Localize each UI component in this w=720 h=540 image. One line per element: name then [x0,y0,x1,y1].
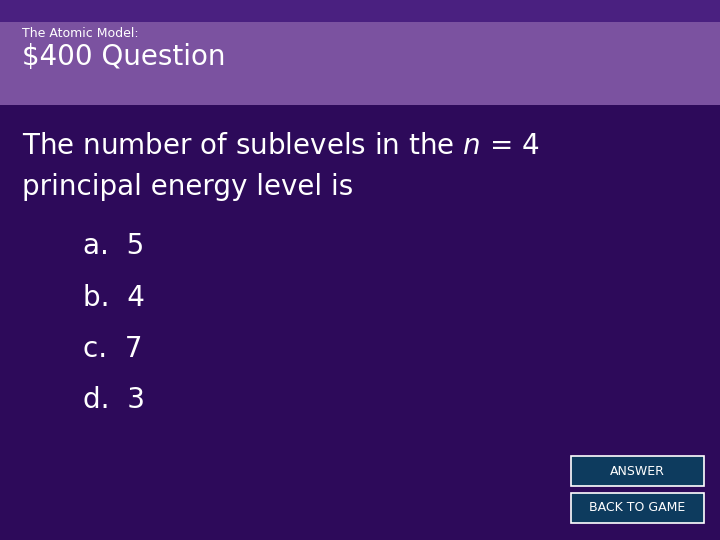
Text: c.  7: c. 7 [83,335,143,363]
FancyBboxPatch shape [571,456,704,486]
Text: ANSWER: ANSWER [610,464,665,478]
Text: The number of sublevels in the $\it{n}$ = 4: The number of sublevels in the $\it{n}$ … [22,132,539,160]
Text: BACK TO GAME: BACK TO GAME [590,501,685,515]
FancyBboxPatch shape [0,22,720,105]
Text: b.  4: b. 4 [83,284,145,312]
FancyBboxPatch shape [0,0,720,22]
Text: a.  5: a. 5 [83,232,144,260]
Text: $400 Question: $400 Question [22,43,225,71]
Text: d.  3: d. 3 [83,386,145,414]
FancyBboxPatch shape [571,493,704,523]
Text: The Atomic Model:: The Atomic Model: [22,27,138,40]
Text: principal energy level is: principal energy level is [22,173,353,201]
